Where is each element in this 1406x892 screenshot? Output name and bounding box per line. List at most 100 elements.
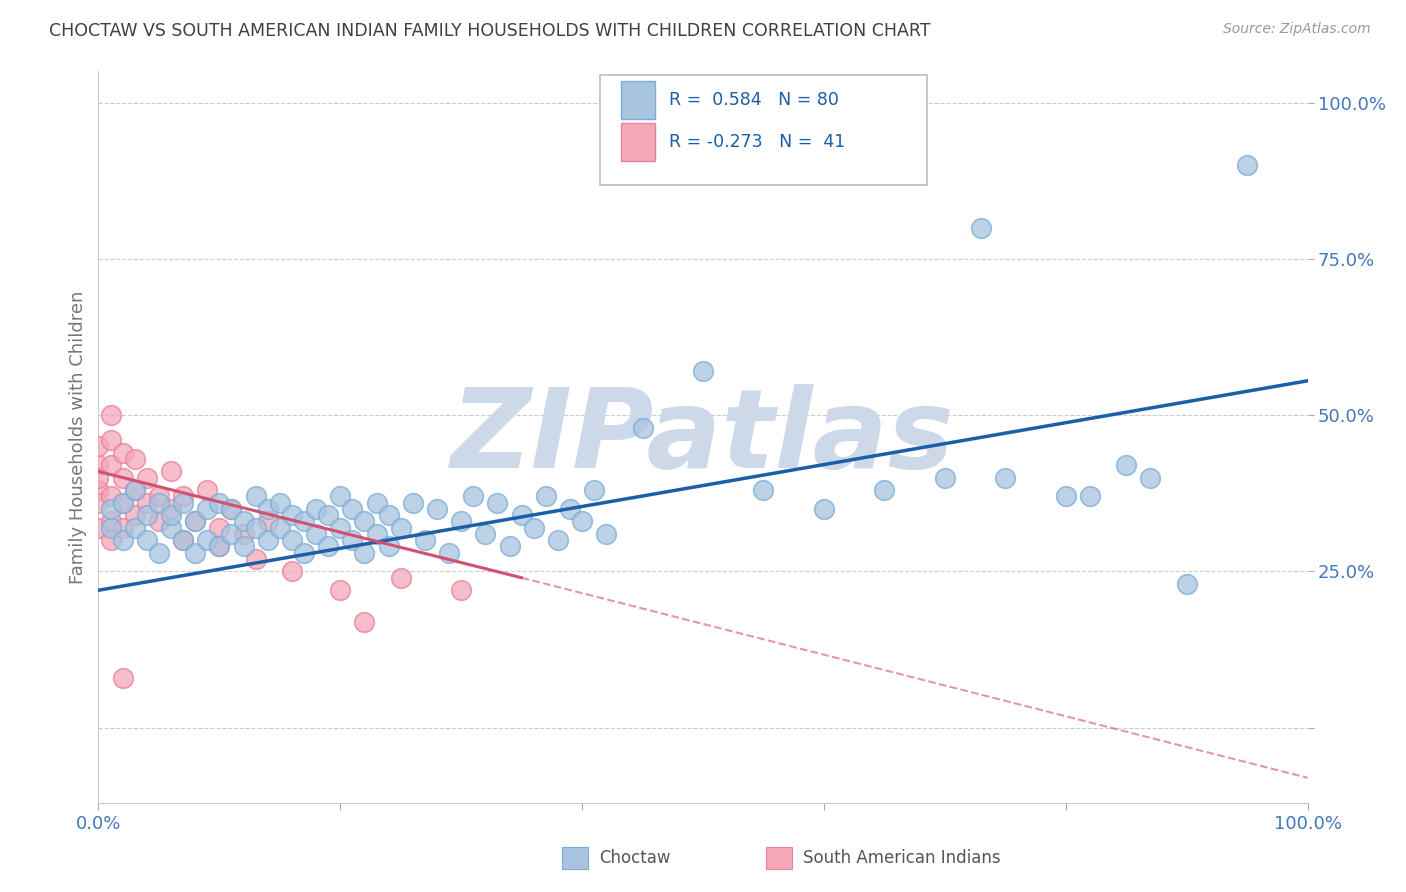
Point [184, 515, 207, 529]
Point [631, 420, 654, 434]
Point [256, 533, 278, 548]
Point [583, 483, 606, 498]
Point [100, 408, 122, 422]
Point [994, 471, 1017, 485]
Point [377, 540, 399, 554]
Point [111, 446, 134, 460]
Point [232, 540, 254, 554]
Point [450, 583, 472, 598]
Point [232, 527, 254, 541]
Point [970, 220, 993, 235]
Point [305, 502, 328, 516]
Point [389, 571, 412, 585]
Point [184, 546, 207, 560]
Point [523, 521, 546, 535]
Point [135, 533, 157, 548]
Point [87, 521, 110, 535]
Bar [766, 847, 792, 869]
Point [124, 452, 146, 467]
Point [184, 515, 207, 529]
Point [402, 496, 425, 510]
FancyBboxPatch shape [621, 81, 655, 119]
Point [1078, 490, 1101, 504]
Point [124, 508, 146, 523]
Point [124, 483, 146, 498]
Point [329, 583, 352, 598]
Point [571, 515, 593, 529]
Point [100, 521, 122, 535]
Point [124, 483, 146, 498]
Point [813, 502, 835, 516]
Point [873, 483, 896, 498]
Point [547, 533, 569, 548]
Point [87, 483, 110, 498]
Point [305, 527, 328, 541]
Point [389, 521, 412, 535]
Point [269, 496, 291, 510]
Point [245, 521, 267, 535]
Point [534, 490, 557, 504]
Point [342, 502, 364, 516]
Point [148, 490, 170, 504]
Point [353, 615, 375, 629]
Text: CHOCTAW VS SOUTH AMERICAN INDIAN FAMILY HOUSEHOLDS WITH CHILDREN CORRELATION CHA: CHOCTAW VS SOUTH AMERICAN INDIAN FAMILY … [49, 22, 931, 40]
Point [281, 565, 304, 579]
Point [316, 540, 339, 554]
Point [486, 496, 509, 510]
Point [595, 527, 617, 541]
Point [160, 465, 183, 479]
Point [208, 521, 231, 535]
FancyBboxPatch shape [600, 75, 927, 185]
Text: R =  0.584   N = 80: R = 0.584 N = 80 [669, 91, 839, 109]
Point [100, 533, 122, 548]
Point [87, 496, 110, 510]
Point [111, 521, 134, 535]
Point [135, 471, 157, 485]
Point [172, 496, 194, 510]
Point [160, 521, 183, 535]
Point [87, 440, 110, 454]
Point [1175, 577, 1198, 591]
Point [160, 502, 183, 516]
Point [450, 515, 472, 529]
Point [413, 533, 436, 548]
Text: South American Indians: South American Indians [803, 849, 1001, 867]
Point [1054, 490, 1077, 504]
Point [111, 533, 134, 548]
Point [135, 496, 157, 510]
Point [558, 502, 581, 516]
Point [329, 490, 352, 504]
Point [148, 496, 170, 510]
Point [245, 490, 267, 504]
Point [172, 533, 194, 548]
Point [281, 508, 304, 523]
Point [353, 546, 375, 560]
Point [329, 521, 352, 535]
Point [135, 508, 157, 523]
Point [256, 502, 278, 516]
Point [474, 527, 496, 541]
Text: Choctaw: Choctaw [599, 849, 671, 867]
Point [510, 508, 533, 523]
Point [100, 458, 122, 473]
Point [752, 483, 775, 498]
Point [111, 671, 134, 685]
Point [87, 471, 110, 485]
Point [100, 434, 122, 448]
Point [377, 508, 399, 523]
Point [111, 496, 134, 510]
Point [292, 546, 315, 560]
Point [111, 496, 134, 510]
Point [172, 533, 194, 548]
Point [934, 471, 956, 485]
Point [1139, 471, 1161, 485]
Point [160, 508, 183, 523]
Point [124, 521, 146, 535]
Point [232, 515, 254, 529]
Point [292, 515, 315, 529]
Y-axis label: Family Households with Children: Family Households with Children [69, 291, 87, 583]
Text: Source: ZipAtlas.com: Source: ZipAtlas.com [1223, 22, 1371, 37]
Point [195, 483, 218, 498]
Point [316, 508, 339, 523]
Point [498, 540, 520, 554]
